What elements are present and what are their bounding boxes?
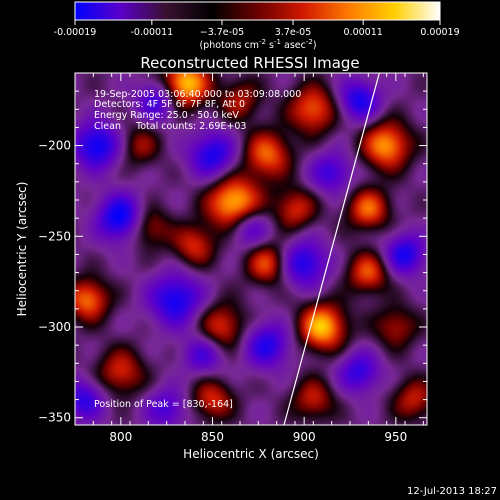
annotation-detectors: Detectors: 4F 5F 6F 7F 8F, Att 0 (94, 99, 245, 110)
x-axis-label: Heliocentric X (arcsec) (183, 447, 319, 461)
colorbar-tick-label: 0.00011 (344, 27, 383, 38)
axis-ticks: 800 850 900 950 −200 −250 −300 −350 (38, 72, 427, 444)
y-tick-label: −350 (38, 411, 71, 425)
annotation-energy-range: Energy Range: 25.0 - 50.0 keV (94, 110, 239, 121)
colorbar-tick-label: -0.00011 (130, 27, 173, 38)
info-annotations: 19-Sep-2005 03:06:40.000 to 03:09:08.000… (94, 89, 301, 410)
image-area (75, 73, 427, 425)
y-tick-label: −250 (38, 229, 71, 243)
colorbar-ticks: -0.00019 -0.00011 −3.7e-05 3.7e-05 0.00011 0.… (54, 20, 460, 38)
timestamp: 12-Jul-2013 18:27 (407, 486, 497, 497)
y-tick-label: −300 (38, 320, 71, 334)
y-tick-label: −200 (38, 139, 71, 153)
colorbar-tick-label: −3.7e-05 (200, 27, 244, 38)
x-tick-label: 900 (293, 430, 316, 444)
colorbar-units-label: (photons cm-2 s-1 asec-2) (199, 38, 316, 51)
x-tick-label: 850 (201, 430, 224, 444)
peak-position-label: Position of Peak = [830,-164] (94, 399, 233, 410)
colorbar-tick-label: 0.00019 (420, 27, 459, 38)
colorbar-scale (74, 1, 441, 21)
annotation-time-range: 19-Sep-2005 03:06:40.000 to 03:09:08.000 (94, 89, 301, 100)
annotation-clean-counts: Clean Total counts: 2.69E+03 (94, 121, 246, 132)
plot-frame (74, 72, 428, 426)
chart-title: Reconstructed RHESSI Image (140, 54, 359, 72)
colorbar: -0.00019 -0.00011 −3.7e-05 3.7e-05 0.00011 0.… (54, 1, 460, 51)
heatmap-image (75, 73, 427, 425)
solar-limb-line (283, 73, 380, 425)
colorbar-tick-label: 3.7e-05 (275, 27, 311, 38)
colorbar-tick-label: -0.00019 (54, 27, 97, 38)
x-tick-label: 950 (384, 430, 407, 444)
y-axis-label: Heliocentric Y (arcsec) (15, 182, 29, 317)
x-tick-label: 800 (109, 430, 132, 444)
